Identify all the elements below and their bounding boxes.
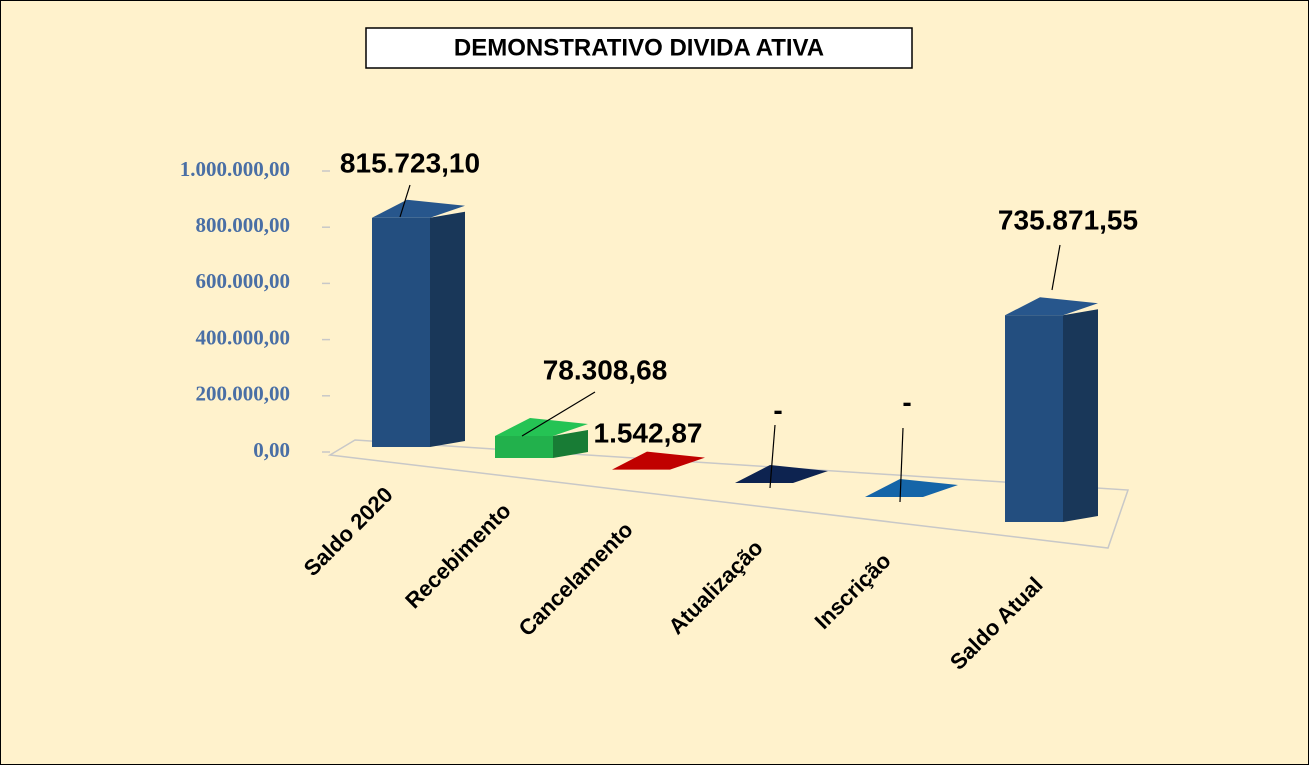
- bar-face: [553, 429, 588, 458]
- bar-face: [372, 217, 430, 447]
- leader-line: [521, 391, 596, 437]
- chart-title: DEMONSTRATIVO DIVIDA ATIVA: [454, 34, 824, 61]
- y-tick-label: 400.000,00: [196, 325, 291, 349]
- bar: [372, 199, 465, 447]
- bar: [612, 451, 705, 470]
- leader-line: [1051, 244, 1061, 291]
- data-label: 735.871,55: [998, 204, 1138, 235]
- bar-face: [1005, 297, 1098, 316]
- bar-face: [865, 479, 958, 497]
- leader-line: [899, 427, 904, 503]
- leader-line: [399, 184, 411, 218]
- y-tick-label: 800.000,00: [196, 213, 291, 237]
- data-label: 1.542,87: [594, 417, 703, 448]
- bar-face: [735, 465, 828, 483]
- y-tick-label: 600.000,00: [196, 269, 291, 293]
- bar: [735, 465, 828, 483]
- y-tick-label: 1.000.000,00: [180, 157, 290, 181]
- bar: [865, 479, 958, 497]
- data-label: -: [902, 386, 911, 417]
- data-label: 78.308,68: [543, 354, 668, 385]
- bar: [495, 417, 588, 458]
- bar-face: [612, 451, 705, 470]
- bar-face: [495, 417, 588, 436]
- y-tick-label: 200.000,00: [196, 382, 291, 406]
- bar-face: [1063, 309, 1098, 522]
- floor: [327, 439, 1130, 549]
- data-label: -: [773, 394, 782, 425]
- bar: [1005, 297, 1098, 522]
- bar-face: [430, 211, 465, 447]
- bar-face: [372, 199, 465, 218]
- y-tick-label: 0,00: [253, 438, 290, 462]
- bar-face: [495, 435, 553, 458]
- bar-face: [1005, 315, 1063, 522]
- data-label: 815.723,10: [340, 147, 480, 178]
- title-box: [365, 27, 913, 69]
- leader-line: [769, 424, 776, 489]
